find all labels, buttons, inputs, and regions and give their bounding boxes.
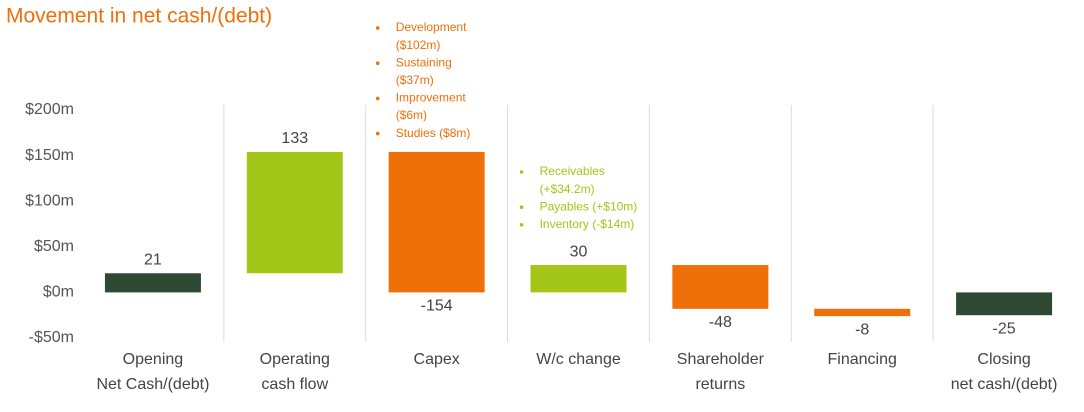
data-label: -8 <box>855 321 869 338</box>
chart-title: Movement in net cash/(debt) <box>6 5 272 28</box>
x-tick-label: Operating <box>260 351 330 368</box>
x-tick-label: cash flow <box>261 376 328 393</box>
bullet <box>519 170 524 174</box>
bullet <box>375 61 380 65</box>
bar <box>530 265 627 293</box>
x-tick-label: returns <box>695 376 745 393</box>
x-tick-label: net cash/(debt) <box>951 376 1058 393</box>
annotation: ($6m) <box>396 108 427 122</box>
bullet <box>375 131 380 136</box>
bar <box>956 292 1053 316</box>
x-tick-label: Capex <box>414 351 460 368</box>
annotation: Development <box>396 20 467 34</box>
annotation: Sustaining <box>396 55 452 69</box>
bar <box>246 151 343 274</box>
annotation: Improvement <box>396 91 467 105</box>
x-tick-label: Shareholder <box>677 351 765 368</box>
data-label: 133 <box>281 130 308 147</box>
y-tick-label: -$50m <box>29 329 74 346</box>
annotation: Inventory (-$14m) <box>540 217 635 231</box>
bar <box>814 308 911 317</box>
data-label: -154 <box>421 298 453 315</box>
x-tick-label: Closing <box>977 351 1030 368</box>
bar <box>104 273 201 293</box>
y-tick-label: $100m <box>25 192 74 209</box>
annotation: ($37m) <box>396 73 434 87</box>
y-tick-label: $0m <box>43 284 74 301</box>
annotation: ($102m) <box>396 38 441 52</box>
data-label: -48 <box>709 314 732 331</box>
data-label: 21 <box>144 251 162 268</box>
x-tick-label: Financing <box>828 351 897 368</box>
bullet <box>375 26 380 30</box>
annotation: Studies ($8m) <box>396 126 471 140</box>
bar <box>388 151 485 293</box>
bullet <box>519 223 524 227</box>
data-label: -25 <box>993 320 1016 337</box>
x-tick-label: W/c change <box>536 351 621 368</box>
bullet <box>519 205 524 209</box>
y-tick-label: $150m <box>25 147 74 164</box>
bar <box>672 265 769 309</box>
x-tick-label: Opening <box>123 351 184 368</box>
bullet <box>375 96 380 101</box>
annotation: Receivables <box>540 164 605 178</box>
x-tick-label: Net Cash/(debt) <box>96 376 209 393</box>
y-tick-label: $50m <box>34 238 74 255</box>
annotation: (+$34.2m) <box>540 182 595 196</box>
y-tick-label: $200m <box>25 101 74 118</box>
data-label: 30 <box>570 243 588 260</box>
annotation: Payables (+$10m) <box>540 199 638 213</box>
